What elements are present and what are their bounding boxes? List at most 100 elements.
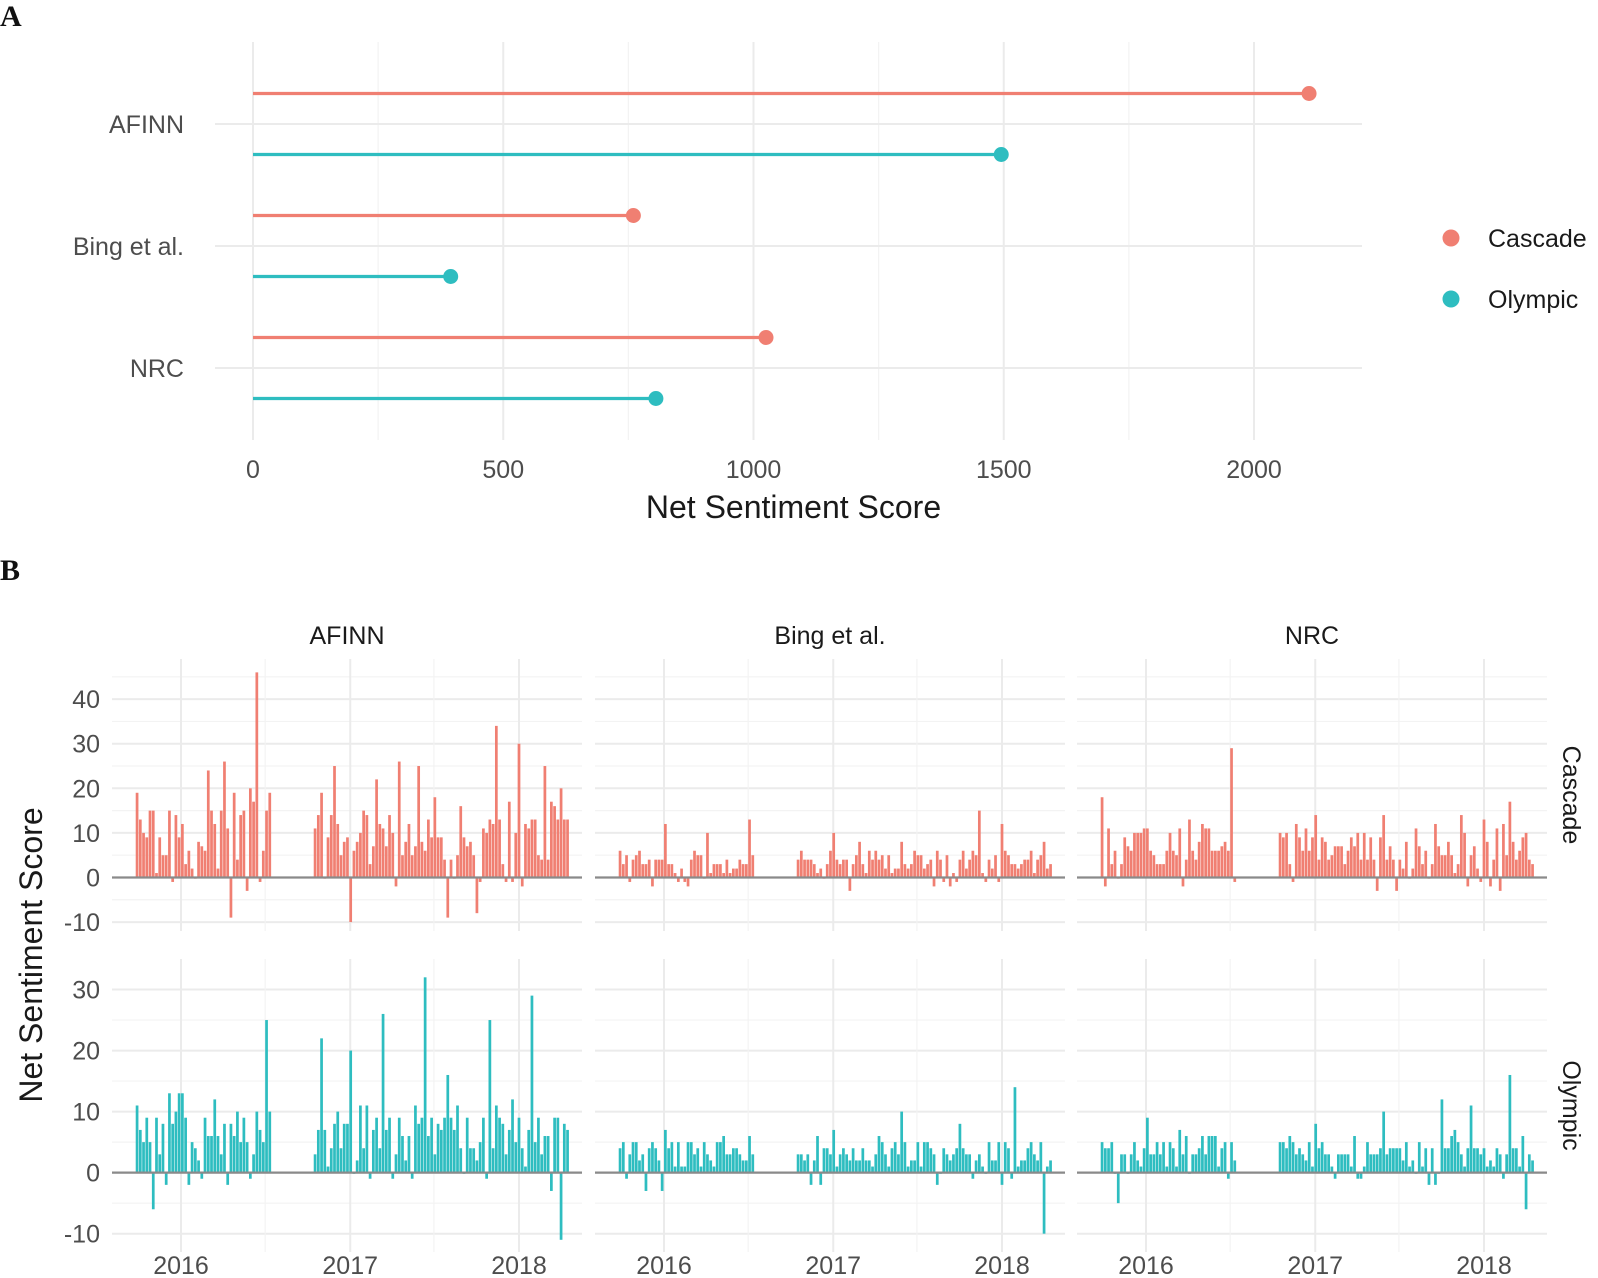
bar-olympic-nrc	[1340, 1154, 1343, 1173]
bar-cascade-bing-et-al	[900, 841, 904, 878]
y-tick-label: 40	[72, 686, 100, 714]
bar-cascade-bing-et-al	[835, 859, 839, 878]
bar-olympic-nrc	[1382, 1111, 1386, 1173]
bar-cascade-nrc	[1424, 850, 1428, 878]
bar-olympic-nrc	[1476, 1148, 1479, 1173]
bar-olympic-afinn	[242, 1117, 246, 1173]
facet-strip-cascade: Cascade	[1557, 746, 1585, 845]
bar-olympic-bing-et-al	[890, 1148, 894, 1173]
bar-cascade-afinn	[164, 855, 168, 878]
bar-cascade-bing-et-al	[1026, 859, 1030, 878]
bar-olympic-afinn	[349, 1050, 353, 1173]
bar-cascade-afinn	[388, 815, 391, 878]
bar-cascade-bing-et-al	[1010, 864, 1014, 878]
bar-cascade-nrc	[1437, 846, 1441, 878]
bar-cascade-afinn	[517, 743, 521, 878]
bar-olympic-bing-et-al	[1016, 1166, 1020, 1173]
y-tick-label: 10	[72, 820, 100, 848]
legend-label-cascade: Cascade	[1488, 225, 1587, 253]
x-tick-label: 2017	[1287, 1252, 1343, 1278]
bar-cascade-afinn	[433, 797, 437, 878]
bar-cascade-bing-et-al	[984, 877, 988, 882]
bar-olympic-bing-et-al	[719, 1142, 722, 1173]
bar-cascade-afinn	[465, 846, 469, 878]
bar-cascade-nrc	[1181, 877, 1185, 887]
bar-olympic-nrc	[1459, 1154, 1463, 1173]
bar-olympic-nrc	[1356, 1172, 1360, 1179]
bar-olympic-bing-et-al	[735, 1148, 738, 1173]
bar-cascade-nrc	[1301, 850, 1305, 878]
bar-cascade-nrc	[1459, 815, 1463, 878]
bar-olympic-afinn	[384, 1129, 388, 1173]
bar-cascade-bing-et-al	[735, 868, 738, 878]
x-axis-title: Net Sentiment Score	[646, 489, 941, 525]
bar-cascade-afinn	[491, 823, 495, 878]
bar-olympic-nrc	[1304, 1160, 1308, 1173]
bar-olympic-nrc	[1434, 1172, 1437, 1185]
bar-cascade-nrc	[1356, 832, 1360, 878]
bar-cascade-nrc	[1314, 815, 1318, 878]
bar-cascade-bing-et-al	[738, 859, 742, 878]
bar-cascade-bing-et-al	[955, 877, 959, 882]
bar-olympic-bing-et-al	[725, 1154, 729, 1173]
bar-olympic-bing-et-al	[809, 1172, 813, 1185]
bar-olympic-afinn	[248, 1172, 252, 1179]
bar-olympic-bing-et-al	[1020, 1160, 1023, 1173]
bar-cascade-bing-et-al	[887, 855, 891, 878]
bar-cascade-nrc	[1476, 868, 1479, 878]
bar-cascade-nrc	[1401, 868, 1405, 878]
bar-cascade-bing-et-al	[961, 850, 965, 878]
x-tick-label: 500	[482, 456, 524, 484]
bar-olympic-afinn	[187, 1172, 191, 1185]
bar-cascade-bing-et-al	[939, 859, 942, 878]
facet-strip-nrc: NRC	[1285, 622, 1339, 650]
bar-olympic-bing-et-al	[864, 1160, 868, 1173]
bar-cascade-afinn	[475, 877, 479, 914]
bar-olympic-bing-et-al	[1033, 1154, 1036, 1173]
bar-cascade-afinn	[488, 819, 492, 878]
bar-cascade-afinn	[375, 779, 378, 878]
bar-olympic-bing-et-al	[689, 1142, 693, 1173]
bar-olympic-afinn	[546, 1136, 550, 1173]
bar-cascade-nrc	[1107, 828, 1110, 878]
bar-cascade-nrc	[1233, 877, 1237, 882]
bar-olympic-nrc	[1508, 1074, 1512, 1173]
bar-olympic-nrc	[1120, 1154, 1123, 1173]
bar-cascade-afinn	[200, 846, 204, 878]
bar-olympic-nrc	[1456, 1142, 1460, 1173]
bar-olympic-afinn	[171, 1123, 175, 1173]
bar-cascade-nrc	[1346, 850, 1350, 878]
bar-olympic-afinn	[229, 1123, 233, 1173]
bar-cascade-afinn	[352, 850, 356, 878]
bar-cascade-nrc	[1220, 846, 1224, 878]
bar-olympic-afinn	[488, 1020, 492, 1173]
bar-olympic-afinn	[155, 1117, 158, 1173]
bar-olympic-afinn	[485, 1172, 488, 1179]
bar-olympic-nrc	[1123, 1154, 1127, 1173]
bar-olympic-bing-et-al	[968, 1154, 971, 1173]
bar-cascade-nrc	[1379, 837, 1382, 878]
legend-label-olympic: Olympic	[1488, 286, 1578, 314]
bar-cascade-afinn	[404, 841, 408, 878]
bar-olympic-afinn	[210, 1136, 213, 1173]
bar-olympic-nrc	[1100, 1142, 1104, 1173]
bar-cascade-bing-et-al	[981, 873, 984, 878]
bar-olympic-afinn	[219, 1154, 223, 1173]
bar-olympic-nrc	[1207, 1136, 1211, 1173]
bar-olympic-afinn	[511, 1099, 514, 1173]
legend: Cascade Olympic	[1442, 225, 1587, 314]
bar-cascade-bing-et-al	[712, 864, 716, 878]
bar-cascade-nrc	[1155, 864, 1159, 878]
bar-cascade-afinn	[482, 828, 485, 878]
bar-cascade-bing-et-al	[922, 868, 926, 878]
bar-olympic-afinn	[562, 1123, 566, 1173]
y-tick-label: NRC	[130, 355, 184, 383]
bar-olympic-bing-et-al	[816, 1136, 819, 1173]
bar-olympic-afinn	[255, 1111, 259, 1173]
bar-olympic-bing-et-al	[728, 1154, 732, 1173]
bar-olympic-afinn	[540, 1154, 544, 1173]
bar-cascade-nrc	[1201, 823, 1204, 878]
bar-olympic-afinn	[498, 1117, 501, 1173]
bar-cascade-bing-et-al	[644, 864, 648, 878]
bar-olympic-nrc	[1158, 1154, 1162, 1173]
